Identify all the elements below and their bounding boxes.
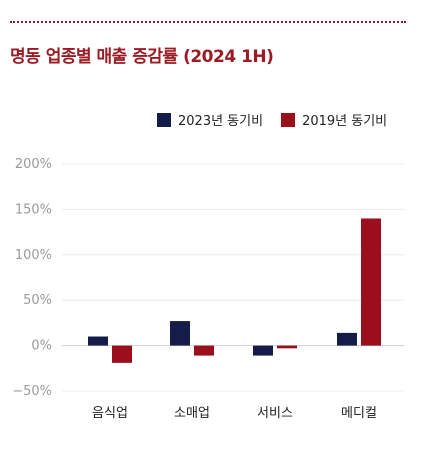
y-tick-label: 150% xyxy=(15,202,52,217)
x-category-label: 메디컬 xyxy=(341,406,377,421)
bar-2023-2 xyxy=(253,345,273,356)
x-category-label: 음식업 xyxy=(92,406,128,421)
legend-item-2019: 2019년 동기비 xyxy=(281,110,387,129)
bar-2019-3 xyxy=(361,218,381,346)
x-category-label: 소매업 xyxy=(174,406,210,421)
legend-label-2019: 2019년 동기비 xyxy=(302,114,388,129)
legend: 2023년 동기비 2019년 동기비 xyxy=(157,110,387,129)
x-category-label: 서비스 xyxy=(257,406,293,421)
bar-2019-1 xyxy=(194,345,214,356)
bar-2019-2 xyxy=(277,345,297,349)
bar-2019-0 xyxy=(112,345,132,363)
chart-title: 명동 업종별 매출 증감률 (2024 1H) xyxy=(10,47,274,67)
bar-2023-0 xyxy=(88,336,108,346)
top-dotted-rule xyxy=(10,21,406,23)
y-tick-label: 0% xyxy=(31,339,52,354)
legend-item-2023: 2023년 동기비 xyxy=(157,110,263,129)
bar-2023-1 xyxy=(170,321,190,346)
y-tick-label: 50% xyxy=(23,293,52,308)
bar-chart: 200% 150% 100% 50% 0% −50% 음식업 소매업 서비스 메디컬 xyxy=(12,157,404,421)
y-tick-label: 100% xyxy=(15,248,52,263)
legend-label-2023: 2023년 동기비 xyxy=(178,114,264,129)
y-tick-label: −50% xyxy=(12,384,52,399)
legend-swatch-2023 xyxy=(157,112,171,127)
y-tick-label: 200% xyxy=(15,157,52,172)
legend-swatch-2019 xyxy=(281,112,296,127)
bar-2023-3 xyxy=(337,332,357,346)
